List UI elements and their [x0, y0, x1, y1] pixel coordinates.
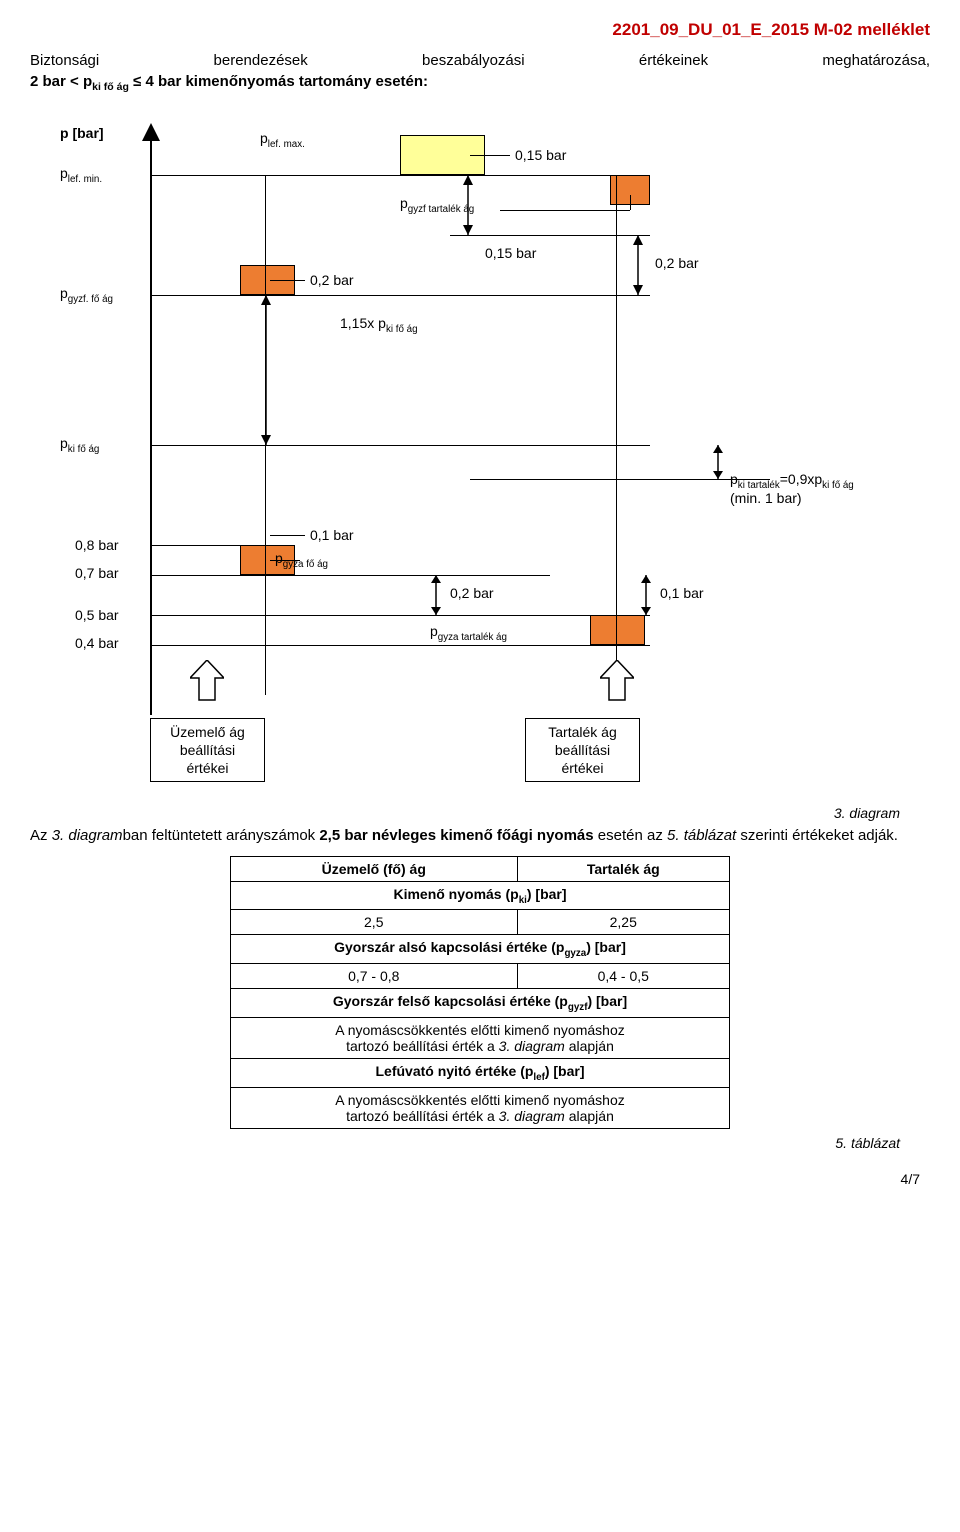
tbl-c-225: 2,25: [517, 910, 729, 935]
tbl-c-0708: 0,7 - 0,8: [231, 964, 518, 989]
y-axis-label: p [bar]: [60, 125, 104, 141]
tbl-row-lef: Lefúvató nyitó értéke (plef) [bar]: [231, 1059, 730, 1088]
tbl-row-gyza: Gyorszár alsó kapcsolási értéke (pgyza) …: [231, 935, 730, 964]
val-02-3: 0,2 bar: [450, 585, 494, 601]
val-01-2: 0,1 bar: [660, 585, 704, 601]
p-lef-min-label: plef. min.: [60, 165, 102, 185]
diagram-3: p [bar] plef. min. plef. max. 0,15 bar p…: [30, 115, 930, 795]
dim-arrow-115x: [258, 295, 274, 445]
box-uzemelo: Üzemelő ág beállítási értékei: [150, 718, 265, 783]
val-015-2: 0,15 bar: [485, 245, 536, 261]
table-5: Üzemelő (fő) ág Tartalék ág Kimenő nyomá…: [230, 856, 730, 1129]
dim-arrow-pkitartalek: [710, 445, 726, 479]
p-gyzf-foag-label: pgyzf. fő ág: [60, 285, 113, 305]
val-02-2: 0,2 bar: [655, 255, 699, 271]
intro-w4: értékeinek: [639, 50, 708, 71]
p-lef-max-label: plef. max.: [260, 130, 305, 150]
intro-w2: berendezések: [214, 50, 308, 71]
tbl-row-note1: A nyomáscsökkentés előtti kimenő nyomásh…: [231, 1018, 730, 1059]
val-04: 0,4 bar: [75, 635, 119, 651]
tbl-h2: Tartalék ág: [517, 856, 729, 881]
p-gyza-foag-label: pgyza fő ág: [275, 550, 328, 570]
tbl-c-0405: 0,4 - 0,5: [517, 964, 729, 989]
p-ki-tartalek-label: pki tartalék=0,9xpki fő ág (min. 1 bar): [730, 471, 854, 507]
val-015-1: 0,15 bar: [515, 147, 566, 163]
intro-w1: Biztonsági: [30, 50, 99, 71]
val-07: 0,7 bar: [75, 565, 119, 581]
doc-header: 2201_09_DU_01_E_2015 M-02 melléklet: [30, 20, 930, 40]
dim-arrow-02-mid: [428, 575, 444, 615]
caption-diagram-3: 3. diagram: [30, 805, 930, 821]
dim-arrow-02-right: [630, 235, 646, 295]
val-01-1: 0,1 bar: [310, 527, 354, 543]
val-08: 0,8 bar: [75, 537, 119, 553]
intro-w5: meghatározása,: [822, 50, 930, 71]
p-ki-foag-label: pki fő ág: [60, 435, 99, 455]
tbl-row-note2: A nyomáscsökkentés előtti kimenő nyomásh…: [231, 1087, 730, 1128]
caption-table-5: 5. táblázat: [30, 1135, 930, 1151]
page-number: 4/7: [30, 1171, 920, 1187]
tbl-h1: Üzemelő (fő) ág: [231, 856, 518, 881]
intro-l2-post: ≤ 4 bar kimenőnyomás tartomány esetén:: [129, 73, 428, 90]
intro-l2-sub: ki fő ág: [92, 81, 129, 93]
up-arrow-outline-left: [190, 660, 224, 702]
intro-l2-pre: 2 bar < p: [30, 73, 92, 90]
orange-rect-pgyza-tartalek: [590, 615, 645, 645]
p-gyza-tartalek-label: pgyza tartalék ág: [430, 623, 507, 643]
intro-text: Biztonsági berendezések beszabályozási é…: [30, 50, 930, 95]
val-115x: 1,15x pki fő ág: [340, 315, 418, 335]
val-05: 0,5 bar: [75, 607, 119, 623]
tbl-row-kimeno: Kimenő nyomás (pki) [bar]: [231, 881, 730, 910]
arrow-up-icon: [142, 123, 160, 143]
tbl-row-gyzf: Gyorszár felső kapcsolási értéke (pgyzf)…: [231, 989, 730, 1018]
dim-arrow-01-right: [638, 575, 654, 615]
tbl-c-25: 2,5: [231, 910, 518, 935]
up-arrow-outline-right: [600, 660, 634, 702]
para-below-diagram: Az 3. diagramban feltüntetett arányszámo…: [30, 825, 930, 846]
box-tartalek: Tartalék ág beállítási értékei: [525, 718, 640, 783]
val-02-1: 0,2 bar: [310, 272, 354, 288]
intro-w3: beszabályozási: [422, 50, 525, 71]
